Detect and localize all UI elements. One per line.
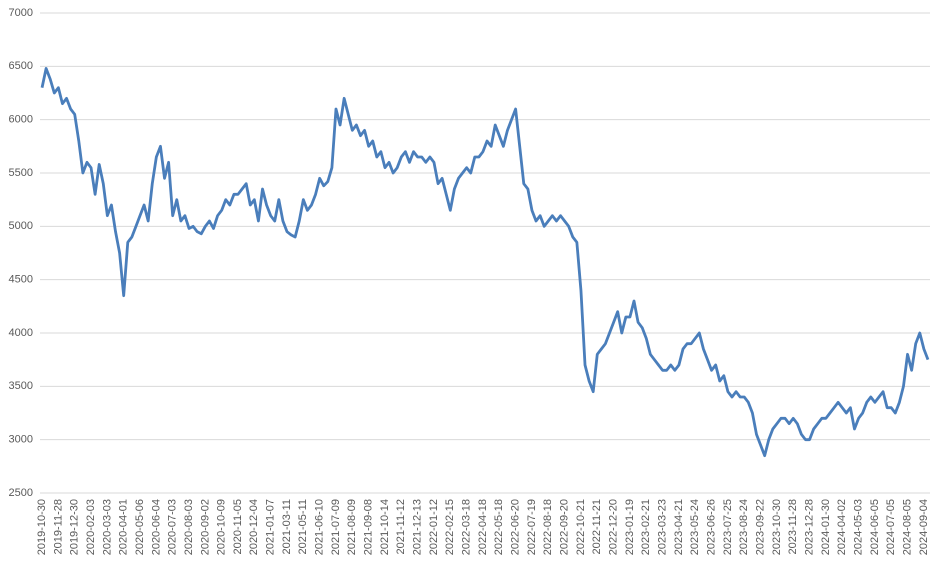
x-tick-label: 2023-05-24 [689,499,701,555]
x-tick-label: 2022-04-18 [477,499,489,555]
x-tick-label: 2023-11-28 [787,499,799,554]
x-tick-label: 2022-09-20 [559,499,571,555]
x-tick-label: 2024-08-05 [901,499,913,555]
x-tick-label: 2023-01-19 [624,499,636,555]
x-tick-label: 2024-06-05 [869,499,881,555]
x-tick-label: 2022-12-20 [608,499,620,555]
x-tick-label: 2023-08-24 [738,499,750,555]
x-tick-label: 2020-02-03 [85,499,97,555]
x-tick-label: 2021-05-11 [297,499,309,554]
x-tick-label: 2021-09-08 [363,499,375,555]
x-tick-label: 2023-04-21 [673,499,685,555]
x-tick-label: 2021-11-12 [395,499,407,554]
data-line [40,67,930,458]
x-tick-label: 2020-10-09 [216,499,228,555]
x-tick-label: 2019-12-30 [69,499,81,555]
x-tick-label: 2021-12-13 [412,499,424,555]
x-tick-label: 2020-09-02 [199,499,211,555]
y-tick-label: 3000 [9,434,33,446]
x-tick-label: 2020-08-03 [183,499,195,555]
x-tick-label: 2023-12-28 [803,499,815,555]
x-tick-label: 2019-10-30 [36,499,48,555]
x-tick-label: 2022-06-20 [510,499,522,555]
x-tick-label: 2020-12-04 [248,499,260,555]
x-tick-label: 2022-08-18 [542,499,554,555]
x-tick-label: 2021-06-10 [314,499,326,555]
x-tick-label: 2024-01-30 [820,499,832,555]
x-tick-label: 2020-07-03 [167,499,179,555]
y-tick-label: 6000 [9,114,33,126]
y-tick-label: 5500 [9,167,33,179]
x-tick-label: 2021-10-14 [379,499,391,555]
x-tick-label: 2023-03-23 [656,499,668,555]
x-tick-label: 2020-11-05 [232,499,244,554]
x-tick-label: 2023-10-30 [771,499,783,555]
x-tick-label: 2022-02-15 [444,499,456,555]
y-tick-label: 4000 [9,327,33,339]
x-tick-label: 2020-03-03 [101,499,113,555]
x-tick-label: 2020-05-06 [134,499,146,555]
x-tick-label: 2023-07-25 [722,499,734,555]
x-tick-label: 2024-05-03 [852,499,864,555]
x-tick-label: 2020-04-01 [118,499,130,555]
x-tick-label: 2023-02-21 [640,499,652,555]
x-tick-label: 2022-07-19 [526,499,538,555]
x-tick-label: 2022-03-18 [461,499,473,555]
x-tick-label: 2020-06-04 [150,499,162,555]
x-tick-label: 2022-01-12 [428,499,440,555]
y-tick-label: 3500 [9,380,33,392]
x-tick-label: 2021-03-11 [281,499,293,554]
y-tick-label: 5000 [9,220,33,232]
x-tick-label: 2022-11-21 [591,499,603,554]
x-tick-label: 2022-10-21 [575,499,587,555]
x-tick-label: 2019-11-28 [52,499,64,554]
y-tick-label: 6500 [9,60,33,72]
y-tick-label: 7000 [9,7,33,19]
x-tick-label: 2021-07-09 [330,499,342,555]
y-tick-label: 2500 [9,487,33,499]
x-tick-label: 2024-07-05 [885,499,897,555]
x-tick-label: 2022-05-18 [493,499,505,555]
x-tick-label: 2024-09-04 [918,499,930,555]
y-tick-label: 4500 [9,274,33,286]
x-tick-label: 2021-08-09 [346,499,358,555]
x-tick-label: 2023-09-22 [754,499,766,555]
x-tick-label: 2024-04-02 [836,499,848,555]
x-tick-label: 2021-01-07 [265,499,277,555]
x-tick-label: 2023-06-26 [705,499,717,555]
